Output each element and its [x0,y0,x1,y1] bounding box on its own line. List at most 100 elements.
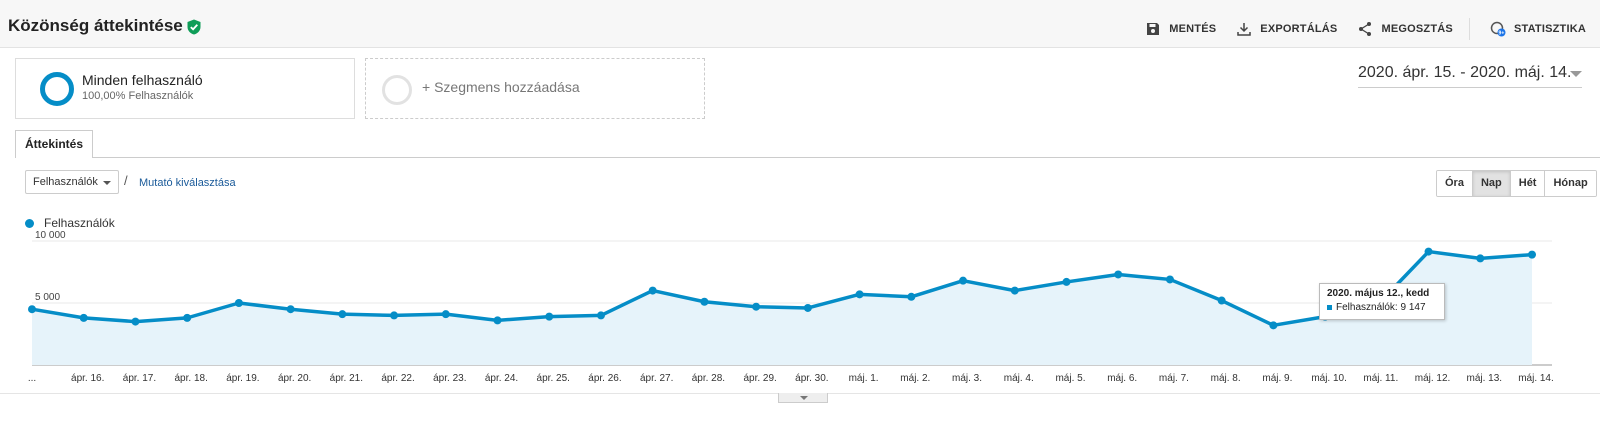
header-actions: MENTÉS EXPORTÁLÁS MEGOSZTÁS 9+ STATISZTI… [1125,18,1586,40]
data-point-25 [1269,321,1278,330]
x-tick-label: ... [28,373,36,384]
tooltip-date: 2020. május 12., kedd [1327,288,1430,299]
tooltip-value: Felhasználók: 9 147 [1336,302,1426,313]
export-button[interactable]: EXPORTÁLÁS [1236,21,1337,37]
data-point-8 [390,311,399,320]
collapse-chart-button[interactable] [778,393,828,403]
x-tick-label: máj. 9. [1262,373,1292,384]
x-tick-label: máj. 8. [1211,373,1241,384]
data-point-30 [1528,250,1536,259]
x-tick-label: ápr. 25. [537,373,570,384]
series-line-users [31,249,1533,328]
data-point-9 [441,310,450,319]
tooltip-value-line: Felhasználók: 9 147 [1327,302,1437,313]
granularity-month-button[interactable]: Hónap [1545,171,1596,196]
data-point-19 [959,276,968,285]
legend-marker [25,218,34,228]
data-point-14 [700,297,709,306]
data-point-28 [1424,247,1433,256]
chevron-down-icon [103,181,111,185]
metric-separator: / [124,173,128,188]
chart-legend: Felhasználók [25,216,115,230]
y-tick-label: 10 000 [35,230,66,241]
page-title: Közönség áttekintése [8,16,183,35]
share-button[interactable]: MEGOSZTÁS [1357,21,1453,37]
x-tick-label: ápr. 18. [174,373,207,384]
data-point-24 [1217,296,1226,305]
x-tick-label: ápr. 21. [330,373,363,384]
x-tick-label: ápr. 28. [692,373,725,384]
select-metric-link[interactable]: Mutató kiválasztása [139,177,236,189]
segment-all-users[interactable]: Minden felhasználó 100,00% Felhasználók [15,58,355,119]
data-point-2 [79,313,88,322]
segment-percentage: 100,00% Felhasználók [82,90,194,102]
segment-ring-icon [40,72,74,106]
date-range-picker[interactable]: 2020. ápr. 15. - 2020. máj. 14. [1358,62,1582,88]
x-tick-label: ápr. 29. [743,373,776,384]
users-line-chart[interactable]: 10 000 5 000... ápr. 16. ápr. 17. ápr. 18. áp… [0,230,1600,400]
data-point-15 [752,302,761,311]
data-point-16 [803,303,812,312]
data-point-20 [1010,286,1019,295]
save-label: MENTÉS [1169,23,1217,35]
data-point-13 [648,286,657,295]
download-icon [1237,23,1252,36]
x-tick-label: máj. 4. [1004,373,1034,384]
data-point-10 [493,316,502,325]
granularity-week-button[interactable]: Hét [1510,171,1546,196]
segment-name: Minden felhasználó [82,72,203,88]
save-icon [1147,23,1160,35]
insights-icon: 9+ [1490,21,1506,37]
empty-segment-ring-icon [382,75,412,105]
data-point-6 [286,305,295,314]
x-tick-label: máj. 1. [849,373,879,384]
x-tick-label: máj. 3. [952,373,982,384]
data-point-11 [545,312,554,321]
data-point-21 [1062,277,1071,286]
x-tick-label: ápr. 30. [795,373,828,384]
share-icon [1359,22,1372,36]
x-tick-label: ápr. 16. [71,373,104,384]
data-point-23 [1165,275,1174,284]
x-tick-label: máj. 12. [1415,373,1451,384]
date-range-label: 2020. ápr. 15. - 2020. máj. 14. [1358,64,1572,81]
data-point-17 [855,290,864,299]
x-tick-label: ápr. 20. [278,373,311,384]
x-tick-label: ápr. 27. [640,373,673,384]
data-point-7 [338,310,347,319]
save-button[interactable]: MENTÉS [1145,21,1216,37]
data-point-4 [183,313,192,322]
data-point-29 [1476,254,1485,263]
chevron-down-icon [1570,71,1582,77]
x-tick-label: máj. 10. [1311,373,1347,384]
data-point-5 [234,299,243,307]
verified-shield-icon [187,19,201,35]
data-point-22 [1114,270,1123,279]
granularity-hour-button[interactable]: Óra [1437,171,1473,196]
chevron-down-icon [800,396,808,400]
granularity-day-button[interactable]: Nap [1472,171,1511,196]
data-point-3 [131,317,140,326]
tab-overview[interactable]: Áttekintés [15,130,93,158]
x-tick-label: ápr. 22. [381,373,414,384]
x-tick-label: máj. 2. [900,373,930,384]
x-tick-label: ápr. 24. [485,373,518,384]
x-tick-label: máj. 7. [1159,373,1189,384]
x-tick-label: máj. 5. [1055,373,1085,384]
add-segment-label: + Szegmens hozzáadása [422,79,580,95]
x-tick-label: ápr. 17. [123,373,156,384]
report-header: Közönség áttekintése MENTÉS EXPORTÁLÁS M… [0,0,1600,48]
x-tick-label: máj. 14. [1518,373,1554,384]
export-label: EXPORTÁLÁS [1260,23,1338,35]
x-tick-label: máj. 11. [1363,373,1398,384]
data-point-12 [596,311,605,320]
legend-label: Felhasználók [44,216,115,230]
add-segment-button[interactable]: + Szegmens hozzáadása [365,58,705,119]
metric-dropdown-label: Felhasználók [33,176,98,188]
share-label: MEGOSZTÁS [1381,23,1453,35]
y-tick-label: 5 000 [35,292,60,303]
insights-button[interactable]: 9+ STATISZTIKA [1490,21,1586,37]
x-tick-label: ápr. 23. [433,373,466,384]
metric-dropdown[interactable]: Felhasználók [25,170,119,194]
svg-text:9+: 9+ [1498,31,1504,37]
